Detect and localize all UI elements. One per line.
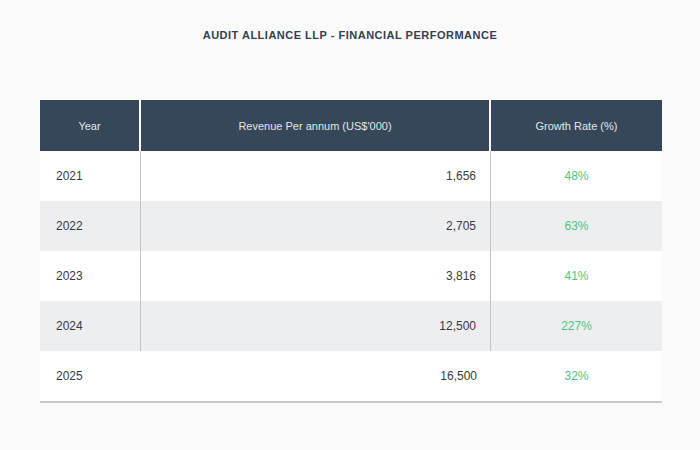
revenue-cell: 16,500	[141, 351, 491, 401]
year-cell: 2021	[40, 151, 141, 201]
year-cell: 2022	[40, 201, 141, 251]
growth-cell: 227%	[491, 301, 662, 351]
table-header-row: Year Revenue Per annum (US$'000) Growth …	[40, 100, 662, 151]
financial-performance-table: Year Revenue Per annum (US$'000) Growth …	[40, 100, 662, 403]
revenue-cell: 3,816	[141, 251, 491, 301]
growth-cell: 32%	[491, 351, 662, 401]
column-header-revenue: Revenue Per annum (US$'000)	[141, 100, 491, 151]
table-row: 2021 1,656 48%	[40, 151, 662, 201]
year-cell: 2023	[40, 251, 141, 301]
page-background: AUDIT ALLIANCE LLP - FINANCIAL PERFORMAN…	[0, 0, 700, 450]
table-row: 2025 16,500 32%	[40, 351, 662, 401]
year-cell: 2024	[40, 301, 141, 351]
growth-cell: 48%	[491, 151, 662, 201]
column-header-year: Year	[40, 100, 141, 151]
table-row: 2023 3,816 41%	[40, 251, 662, 301]
revenue-cell: 1,656	[141, 151, 491, 201]
year-cell: 2025	[40, 351, 141, 401]
page-title: AUDIT ALLIANCE LLP - FINANCIAL PERFORMAN…	[0, 29, 700, 41]
table-row: 2022 2,705 63%	[40, 201, 662, 251]
revenue-cell: 2,705	[141, 201, 491, 251]
table-row: 2024 12,500 227%	[40, 301, 662, 351]
column-header-growth-rate: Growth Rate (%)	[491, 100, 662, 151]
growth-cell: 63%	[491, 201, 662, 251]
revenue-cell: 12,500	[141, 301, 491, 351]
growth-cell: 41%	[491, 251, 662, 301]
